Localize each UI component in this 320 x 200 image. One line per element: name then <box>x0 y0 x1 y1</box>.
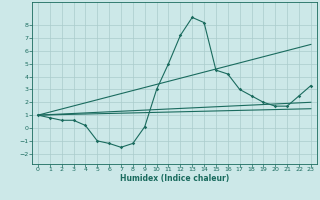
X-axis label: Humidex (Indice chaleur): Humidex (Indice chaleur) <box>120 174 229 183</box>
